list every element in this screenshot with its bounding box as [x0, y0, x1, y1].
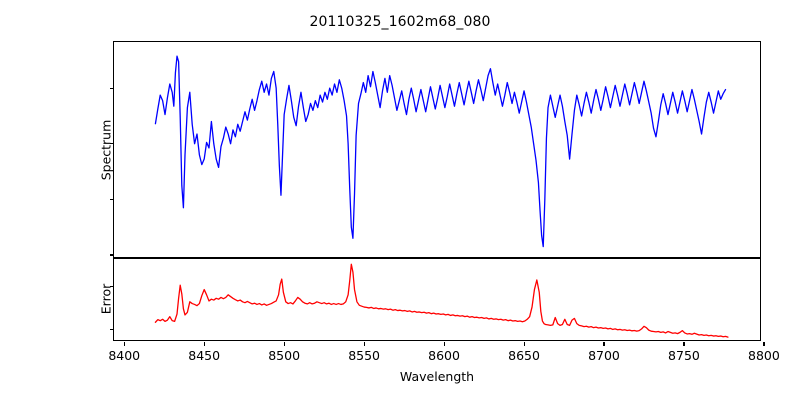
error-line: [154, 263, 729, 338]
x-tick-label: 8400: [108, 348, 141, 363]
x-tick-mark: [203, 342, 205, 346]
x-tick-label: 8800: [748, 348, 780, 363]
y-tick-mark: [110, 285, 114, 287]
x-tick-label: 8700: [588, 348, 620, 363]
x-tick-mark: [603, 342, 605, 346]
error-panel: 0.01000.0125 840084508500855086008650870…: [99, 258, 780, 363]
x-tick-label: 8550: [348, 348, 381, 363]
x-tick-mark: [523, 342, 525, 346]
y-tick-mark: [110, 254, 114, 256]
x-tick-mark: [763, 342, 765, 346]
x-axis-label: Wavelength: [399, 369, 475, 384]
spectrum-panel: 0.40.60.81.0 Spectrum: [99, 41, 761, 258]
y-tick-mark: [110, 198, 114, 200]
error-y-axis-label: Error: [98, 283, 114, 315]
y-tick-mark: [110, 87, 114, 89]
x-tick-label: 8650: [508, 348, 540, 363]
x-tick-label: 8600: [428, 348, 460, 363]
x-tick-label: 8750: [668, 348, 700, 363]
x-tick-mark: [443, 342, 445, 346]
x-tick-mark: [123, 342, 125, 346]
y-tick-mark: [110, 143, 114, 145]
x-tick-mark: [283, 342, 285, 346]
page-title: 20110325_1602m68_080: [309, 14, 491, 30]
x-tick-label: 8450: [188, 348, 221, 363]
x-tick-mark: [363, 342, 365, 346]
x-tick-label: 8500: [268, 348, 301, 363]
y-tick-mark: [110, 329, 114, 331]
spectrum-y-axis-label: Spectrum: [98, 119, 114, 181]
spectrum-line: [154, 55, 727, 248]
x-tick-mark: [683, 342, 685, 346]
